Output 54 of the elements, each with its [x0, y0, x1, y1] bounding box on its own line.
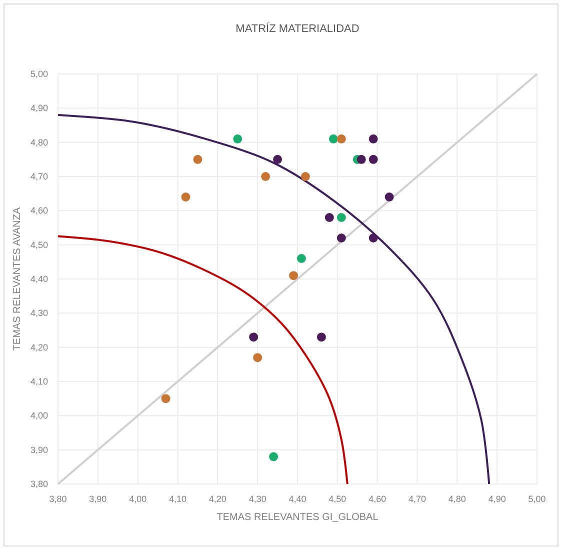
x-tick-label: 4,20 [208, 494, 226, 504]
chart-title: MATRÍZ MATERIALIDAD [236, 22, 360, 35]
x-tick-label: 3,80 [49, 494, 67, 504]
y-tick-label: 4,20 [30, 342, 48, 352]
point [181, 192, 190, 202]
x-tick-label: 4,60 [368, 494, 386, 504]
point [368, 134, 378, 144]
point [269, 452, 278, 462]
line-series [57, 235, 348, 485]
y-tick-label: 4,60 [30, 206, 48, 216]
y-tick-label: 4,00 [30, 410, 48, 421]
point [261, 172, 270, 181]
point [316, 332, 326, 342]
x-tick-label: 4,50 [328, 494, 346, 504]
point [368, 154, 378, 164]
point [273, 154, 282, 164]
y-tick-label: 3,90 [30, 444, 48, 455]
point [289, 271, 298, 280]
y-tick-label: 4,90 [30, 103, 48, 114]
y-axis-title: TEMAS RELEVANTES AVANZA [12, 206, 23, 351]
point [368, 234, 378, 242]
y-tick-label: 4,80 [30, 137, 48, 148]
y-tick-label: 5,00 [30, 69, 48, 79]
x-axis-title: TEMAS RELEVANTES GI_GLOBAL [216, 512, 379, 523]
x-tick-label: 4,90 [488, 494, 506, 504]
point [336, 234, 346, 242]
point [253, 353, 262, 362]
x-tick-label: 4,40 [288, 494, 306, 504]
point [328, 134, 338, 144]
point [233, 134, 242, 144]
point [336, 134, 346, 144]
x-tick-label: 3,90 [89, 494, 107, 504]
y-tick-label: 4,40 [30, 274, 48, 284]
point [384, 192, 394, 202]
y-tick-label: 4,30 [30, 308, 48, 318]
x-tick-label: 4,70 [408, 494, 426, 504]
point [324, 213, 334, 222]
point [193, 154, 202, 164]
y-tick-label: 3,80 [30, 479, 48, 489]
point [249, 332, 258, 342]
y-tick-label: 4,10 [30, 376, 48, 386]
y-tick-label: 4,50 [30, 240, 48, 250]
x-tick-label: 4,00 [129, 494, 147, 504]
x-tick-label: 4,30 [248, 494, 266, 504]
point [336, 213, 346, 222]
point [296, 254, 306, 263]
point [300, 172, 310, 181]
x-tick-label: 4,80 [448, 494, 466, 504]
line-series [57, 114, 490, 485]
point [161, 394, 170, 404]
x-tick-label: 4,10 [168, 494, 187, 504]
point [356, 154, 366, 164]
y-tick-label: 4,70 [30, 172, 48, 182]
x-tick-label: 5,00 [528, 494, 546, 504]
